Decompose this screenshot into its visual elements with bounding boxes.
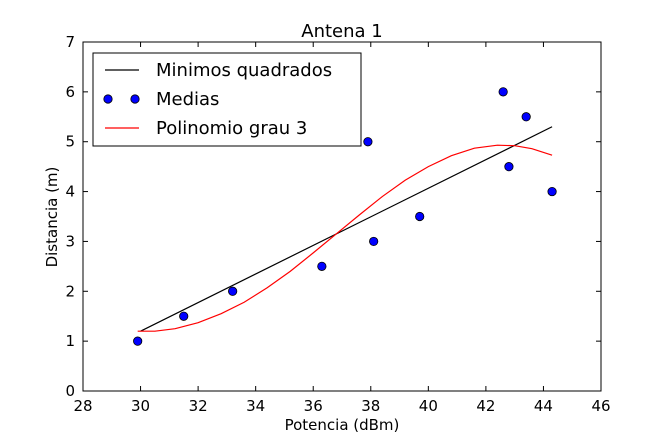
data-point xyxy=(363,137,373,147)
plot-area xyxy=(133,87,557,346)
x-tick-label: 36 xyxy=(304,397,323,415)
data-point xyxy=(521,112,531,122)
data-point xyxy=(228,286,238,296)
y-tick-label: 1 xyxy=(65,332,75,350)
x-tick-label: 28 xyxy=(73,397,92,415)
plot-frame xyxy=(82,41,602,392)
data-point xyxy=(498,87,508,97)
legend-marker xyxy=(103,94,113,104)
y-tick-label: 2 xyxy=(65,282,75,300)
x-tick-label: 42 xyxy=(476,397,495,415)
x-tick-label: 44 xyxy=(534,397,553,415)
x-tick-label: 38 xyxy=(361,397,380,415)
data-point xyxy=(547,186,557,197)
x-axis-label: Potencia (dBm) xyxy=(285,416,400,434)
x-tick-label: 30 xyxy=(131,397,150,415)
legend: Minimos quadrados Medias Polinomio grau 3 xyxy=(92,52,362,147)
series-line-0 xyxy=(140,126,553,332)
legend-label: Minimos quadrados xyxy=(156,60,332,81)
data-point xyxy=(504,162,514,172)
x-tick-label: 32 xyxy=(189,397,208,415)
y-tick-label: 5 xyxy=(65,133,75,151)
y-tick-label: 7 xyxy=(65,33,75,51)
legend-label: Medias xyxy=(156,89,219,110)
data-point xyxy=(369,236,379,247)
y-tick-label: 4 xyxy=(65,183,75,201)
legend-marker xyxy=(130,94,140,104)
x-tick-label: 40 xyxy=(419,397,438,415)
y-axis-label: Distancia (m) xyxy=(43,167,61,268)
data-point xyxy=(415,211,425,222)
y-tick-label: 6 xyxy=(65,83,75,101)
x-tick-label: 46 xyxy=(591,397,610,415)
chart-title: Antena 1 xyxy=(301,21,382,42)
data-point xyxy=(317,261,327,271)
data-point xyxy=(133,336,143,346)
x-tick-label: 34 xyxy=(246,397,265,415)
series-line-2 xyxy=(137,144,553,332)
legend-label: Polinomio grau 3 xyxy=(156,118,307,139)
y-tick-label: 0 xyxy=(65,382,75,400)
data-point xyxy=(179,311,189,321)
y-tick-label: 3 xyxy=(65,232,75,250)
